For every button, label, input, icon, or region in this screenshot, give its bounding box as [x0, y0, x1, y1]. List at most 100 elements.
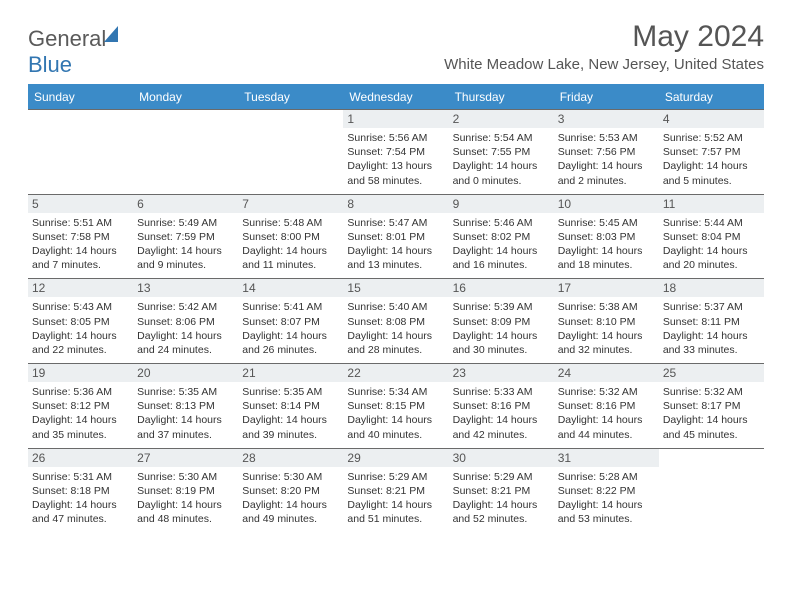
- day-details: Sunrise: 5:46 AMSunset: 8:02 PMDaylight:…: [453, 216, 550, 273]
- day-number: 14: [238, 279, 343, 297]
- calendar-cell: 26 Sunrise: 5:31 AMSunset: 8:18 PMDayligh…: [28, 448, 133, 532]
- weekday-header: Tuesday: [238, 85, 343, 110]
- calendar-cell: 24Sunrise: 5:32 AMSunset: 8:16 PMDayligh…: [554, 364, 659, 449]
- day-details: Sunrise: 5:42 AMSunset: 8:06 PMDaylight:…: [137, 300, 234, 357]
- day-details: Sunrise: 5:43 AMSunset: 8:05 PMDaylight:…: [32, 300, 129, 357]
- day-number: 9: [449, 195, 554, 213]
- day-details: Sunrise: 5:30 AMSunset: 8:20 PMDaylight:…: [242, 470, 339, 527]
- day-number: 3: [554, 110, 659, 128]
- day-number: 6: [133, 195, 238, 213]
- calendar-cell-empty: [238, 110, 343, 195]
- calendar-cell: 6 Sunrise: 5:49 AMSunset: 7:59 PMDaylight…: [133, 194, 238, 279]
- day-details: Sunrise: 5:34 AMSunset: 8:15 PMDaylight:…: [347, 385, 444, 442]
- calendar-cell: 30 Sunrise: 5:29 AMSunset: 8:21 PMDayligh…: [449, 448, 554, 532]
- day-number: 21: [238, 364, 343, 382]
- day-number: 5: [28, 195, 133, 213]
- calendar-cell: 15Sunrise: 5:40 AMSunset: 8:08 PMDayligh…: [343, 279, 448, 364]
- title-block: May 2024 White Meadow Lake, New Jersey, …: [444, 20, 764, 73]
- calendar-cell: 29Sunrise: 5:29 AMSunset: 8:21 PMDayligh…: [343, 448, 448, 532]
- calendar-cell: 9 Sunrise: 5:46 AMSunset: 8:02 PMDaylight…: [449, 194, 554, 279]
- header: General Blue May 2024 White Meadow Lake,…: [28, 20, 764, 78]
- day-details: Sunrise: 5:32 AMSunset: 8:17 PMDaylight:…: [663, 385, 760, 442]
- day-number: 8: [343, 195, 448, 213]
- day-details: Sunrise: 5:28 AMSunset: 8:22 PMDaylight:…: [558, 470, 655, 527]
- calendar-cell-empty: [133, 110, 238, 195]
- calendar-cell: 20 Sunrise: 5:35 AMSunset: 8:13 PMDayligh…: [133, 364, 238, 449]
- brand-word2: Blue: [28, 52, 72, 77]
- day-number: 20: [133, 364, 238, 382]
- day-number: 22: [343, 364, 448, 382]
- calendar-head: SundayMondayTuesdayWednesdayThursdayFrid…: [28, 85, 764, 110]
- location: White Meadow Lake, New Jersey, United St…: [444, 56, 764, 73]
- day-number: 1: [343, 110, 448, 128]
- weekday-header: Friday: [554, 85, 659, 110]
- calendar-row: 19Sunrise: 5:36 AMSunset: 8:12 PMDayligh…: [28, 364, 764, 449]
- month-title: May 2024: [444, 20, 764, 54]
- day-details: Sunrise: 5:41 AMSunset: 8:07 PMDaylight:…: [242, 300, 339, 357]
- weekday-header: Monday: [133, 85, 238, 110]
- calendar-cell: 19Sunrise: 5:36 AMSunset: 8:12 PMDayligh…: [28, 364, 133, 449]
- weekday-header: Wednesday: [343, 85, 448, 110]
- day-details: Sunrise: 5:30 AMSunset: 8:19 PMDaylight:…: [137, 470, 234, 527]
- day-number: 2: [449, 110, 554, 128]
- day-number: 13: [133, 279, 238, 297]
- calendar-cell: 28 Sunrise: 5:30 AMSunset: 8:20 PMDayligh…: [238, 448, 343, 532]
- day-number: 23: [449, 364, 554, 382]
- calendar-cell: 7 Sunrise: 5:48 AMSunset: 8:00 PMDaylight…: [238, 194, 343, 279]
- weekday-row: SundayMondayTuesdayWednesdayThursdayFrid…: [28, 85, 764, 110]
- brand-logo: General Blue: [28, 26, 118, 78]
- calendar-body: 1 Sunrise: 5:56 AMSunset: 7:54 PMDaylight…: [28, 110, 764, 533]
- day-details: Sunrise: 5:49 AMSunset: 7:59 PMDaylight:…: [137, 216, 234, 273]
- day-number: 10: [554, 195, 659, 213]
- calendar-row: 12 Sunrise: 5:43 AMSunset: 8:05 PMDayligh…: [28, 279, 764, 364]
- calendar-cell: 23Sunrise: 5:33 AMSunset: 8:16 PMDayligh…: [449, 364, 554, 449]
- calendar-cell: 25Sunrise: 5:32 AMSunset: 8:17 PMDayligh…: [659, 364, 764, 449]
- calendar-cell: 27 Sunrise: 5:30 AMSunset: 8:19 PMDayligh…: [133, 448, 238, 532]
- day-number: 4: [659, 110, 764, 128]
- day-details: Sunrise: 5:36 AMSunset: 8:12 PMDaylight:…: [32, 385, 129, 442]
- day-details: Sunrise: 5:56 AMSunset: 7:54 PMDaylight:…: [347, 131, 444, 188]
- day-details: Sunrise: 5:54 AMSunset: 7:55 PMDaylight:…: [453, 131, 550, 188]
- calendar-row: 1 Sunrise: 5:56 AMSunset: 7:54 PMDaylight…: [28, 110, 764, 195]
- day-number: 7: [238, 195, 343, 213]
- day-details: Sunrise: 5:52 AMSunset: 7:57 PMDaylight:…: [663, 131, 760, 188]
- day-number: 18: [659, 279, 764, 297]
- calendar-row: 5 Sunrise: 5:51 AMSunset: 7:58 PMDaylight…: [28, 194, 764, 279]
- calendar-cell: 3Sunrise: 5:53 AMSunset: 7:56 PMDaylight…: [554, 110, 659, 195]
- day-number: 12: [28, 279, 133, 297]
- day-number: 17: [554, 279, 659, 297]
- calendar-cell: 18 Sunrise: 5:37 AMSunset: 8:11 PMDayligh…: [659, 279, 764, 364]
- calendar-table: SundayMondayTuesdayWednesdayThursdayFrid…: [28, 84, 764, 532]
- brand-text: General Blue: [28, 26, 118, 78]
- calendar-cell-empty: [28, 110, 133, 195]
- day-number: 16: [449, 279, 554, 297]
- day-number: 26: [28, 449, 133, 467]
- day-details: Sunrise: 5:51 AMSunset: 7:58 PMDaylight:…: [32, 216, 129, 273]
- calendar-cell: 5 Sunrise: 5:51 AMSunset: 7:58 PMDaylight…: [28, 194, 133, 279]
- day-details: Sunrise: 5:35 AMSunset: 8:14 PMDaylight:…: [242, 385, 339, 442]
- day-details: Sunrise: 5:47 AMSunset: 8:01 PMDaylight:…: [347, 216, 444, 273]
- weekday-header: Saturday: [659, 85, 764, 110]
- day-details: Sunrise: 5:38 AMSunset: 8:10 PMDaylight:…: [558, 300, 655, 357]
- day-number: 27: [133, 449, 238, 467]
- day-number: 29: [343, 449, 448, 467]
- calendar-cell: 21 Sunrise: 5:35 AMSunset: 8:14 PMDayligh…: [238, 364, 343, 449]
- calendar-cell: 16Sunrise: 5:39 AMSunset: 8:09 PMDayligh…: [449, 279, 554, 364]
- calendar-cell: 10 Sunrise: 5:45 AMSunset: 8:03 PMDayligh…: [554, 194, 659, 279]
- day-details: Sunrise: 5:37 AMSunset: 8:11 PMDaylight:…: [663, 300, 760, 357]
- weekday-header: Thursday: [449, 85, 554, 110]
- day-details: Sunrise: 5:32 AMSunset: 8:16 PMDaylight:…: [558, 385, 655, 442]
- day-details: Sunrise: 5:35 AMSunset: 8:13 PMDaylight:…: [137, 385, 234, 442]
- day-details: Sunrise: 5:31 AMSunset: 8:18 PMDaylight:…: [32, 470, 129, 527]
- day-details: Sunrise: 5:48 AMSunset: 8:00 PMDaylight:…: [242, 216, 339, 273]
- day-number: 28: [238, 449, 343, 467]
- day-details: Sunrise: 5:45 AMSunset: 8:03 PMDaylight:…: [558, 216, 655, 273]
- calendar-cell-empty: [659, 448, 764, 532]
- day-details: Sunrise: 5:44 AMSunset: 8:04 PMDaylight:…: [663, 216, 760, 273]
- day-details: Sunrise: 5:29 AMSunset: 8:21 PMDaylight:…: [453, 470, 550, 527]
- calendar-cell: 31Sunrise: 5:28 AMSunset: 8:22 PMDayligh…: [554, 448, 659, 532]
- day-number: 30: [449, 449, 554, 467]
- weekday-header: Sunday: [28, 85, 133, 110]
- calendar-cell: 14 Sunrise: 5:41 AMSunset: 8:07 PMDayligh…: [238, 279, 343, 364]
- calendar-cell: 2 Sunrise: 5:54 AMSunset: 7:55 PMDaylight…: [449, 110, 554, 195]
